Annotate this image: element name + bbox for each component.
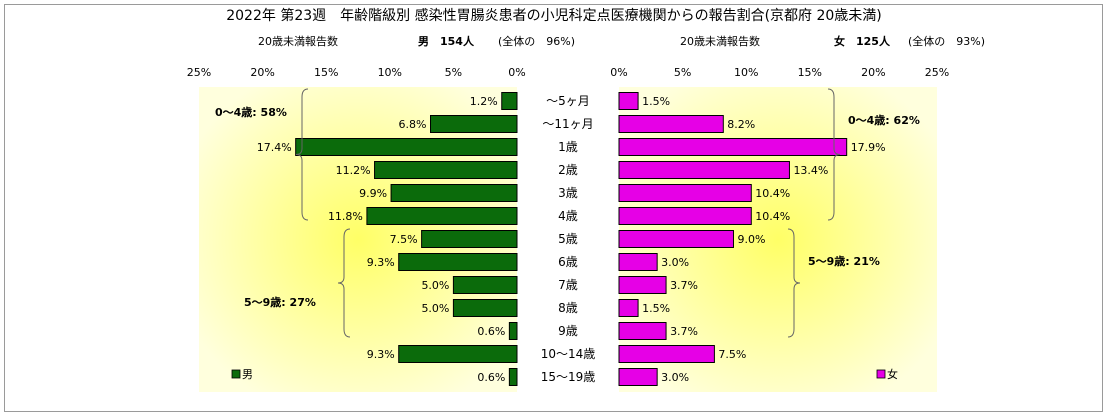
- right-header-label: 20歳未満報告数: [680, 35, 760, 48]
- female-bar: [618, 115, 724, 133]
- male-age-0-4-brace: [295, 88, 309, 221]
- female-group-label: 0～4歳: 62%: [848, 113, 920, 127]
- left-x-tick-label: 10%: [378, 66, 402, 79]
- right-x-tick-label: 25%: [925, 66, 949, 79]
- female-value-label: 3.7%: [670, 279, 698, 292]
- female-bar: [618, 322, 667, 340]
- left-header-share: (全体の 96%): [498, 34, 575, 48]
- male-bar: [501, 92, 518, 110]
- male-value-label: 5.0%: [421, 279, 449, 292]
- male-value-label: 0.6%: [477, 325, 505, 338]
- male-value-label: 0.6%: [477, 371, 505, 384]
- right-header-share: (全体の 93%): [908, 34, 985, 48]
- legend-label-female: 女: [887, 367, 898, 381]
- female-age-0-4-brace: [827, 88, 841, 221]
- female-bar: [618, 253, 658, 271]
- right-x-tick-label: 5%: [674, 66, 691, 79]
- female-bar: [618, 207, 752, 225]
- female-bar: [618, 345, 715, 363]
- category-label: 1歳: [558, 140, 578, 154]
- female-value-label: 13.4%: [793, 164, 828, 177]
- male-bar: [508, 322, 518, 340]
- legend-swatch-female: [876, 369, 886, 379]
- male-value-label: 9.3%: [367, 348, 395, 361]
- left-x-tick-label: 5%: [445, 66, 462, 79]
- female-value-label: 7.5%: [718, 348, 746, 361]
- category-label: 6歳: [558, 255, 578, 269]
- male-bar: [366, 207, 518, 225]
- male-bar: [295, 138, 518, 156]
- female-value-label: 3.7%: [670, 325, 698, 338]
- male-value-label: 11.8%: [328, 210, 363, 223]
- left-x-tick-label: 0%: [508, 66, 525, 79]
- male-bar: [421, 230, 518, 248]
- male-bar: [508, 368, 518, 386]
- category-label: 10～14歳: [541, 347, 596, 361]
- female-value-label: 9.0%: [737, 233, 765, 246]
- male-bar: [398, 345, 518, 363]
- male-bar: [390, 184, 518, 202]
- category-label: ～5ヶ月: [546, 94, 590, 108]
- female-bar: [618, 138, 848, 156]
- male-value-label: 6.8%: [399, 118, 427, 131]
- male-value-label: 1.2%: [470, 95, 498, 108]
- right-x-tick-label: 15%: [798, 66, 822, 79]
- left-x-tick-label: 25%: [187, 66, 211, 79]
- male-age-5-9-brace: [337, 228, 351, 338]
- male-bar: [398, 253, 518, 271]
- category-label: 3歳: [558, 186, 578, 200]
- left-x-tick-label: 15%: [314, 66, 338, 79]
- female-value-label: 10.4%: [755, 187, 790, 200]
- male-value-label: 7.5%: [390, 233, 418, 246]
- category-label: 2歳: [558, 163, 578, 177]
- male-value-label: 9.9%: [359, 187, 387, 200]
- female-age-5-9-brace: [787, 228, 801, 338]
- legend-label-male: 男: [242, 368, 253, 381]
- male-group-label: 5～9歳: 27%: [244, 295, 316, 309]
- legend-swatch-male: [231, 369, 241, 379]
- category-label: ～11ヶ月: [542, 117, 593, 131]
- male-bar: [452, 276, 518, 294]
- female-value-label: 1.5%: [642, 302, 670, 315]
- female-value-label: 1.5%: [642, 95, 670, 108]
- female-bar: [618, 276, 667, 294]
- right-x-tick-label: 0%: [610, 66, 627, 79]
- left-x-tick-label: 20%: [250, 66, 274, 79]
- male-bar: [374, 161, 518, 179]
- female-value-label: 8.2%: [727, 118, 755, 131]
- right-header-count: 女 125人: [834, 34, 891, 48]
- category-label: 7歳: [558, 278, 578, 292]
- category-label: 4歳: [558, 209, 578, 223]
- female-bar: [618, 299, 639, 317]
- female-group-label: 5～9歳: 21%: [808, 254, 880, 268]
- female-bar: [618, 184, 752, 202]
- female-bar: [618, 92, 639, 110]
- male-group-label: 0～4歳: 58%: [215, 105, 287, 119]
- female-bar: [618, 161, 790, 179]
- male-bar: [452, 299, 518, 317]
- male-value-label: 17.4%: [257, 141, 292, 154]
- male-bar: [430, 115, 518, 133]
- category-label: 9歳: [558, 324, 578, 338]
- male-value-label: 9.3%: [367, 256, 395, 269]
- left-header-count: 男 154人: [418, 34, 475, 48]
- right-x-tick-label: 10%: [734, 66, 758, 79]
- female-value-label: 3.0%: [661, 371, 689, 384]
- category-label: 15～19歳: [541, 370, 596, 384]
- female-bar: [618, 368, 658, 386]
- female-value-label: 17.9%: [851, 141, 886, 154]
- category-label: 5歳: [558, 232, 578, 246]
- male-value-label: 11.2%: [336, 164, 371, 177]
- chart-title: 2022年 第23週 年齢階級別 感染性胃腸炎患者の小児科定点医療機関からの報告…: [226, 7, 882, 24]
- female-value-label: 3.0%: [661, 256, 689, 269]
- left-header-label: 20歳未満報告数: [258, 35, 338, 48]
- right-x-tick-label: 20%: [861, 66, 885, 79]
- male-value-label: 5.0%: [421, 302, 449, 315]
- female-value-label: 10.4%: [755, 210, 790, 223]
- category-label: 8歳: [558, 301, 578, 315]
- female-bar: [618, 230, 734, 248]
